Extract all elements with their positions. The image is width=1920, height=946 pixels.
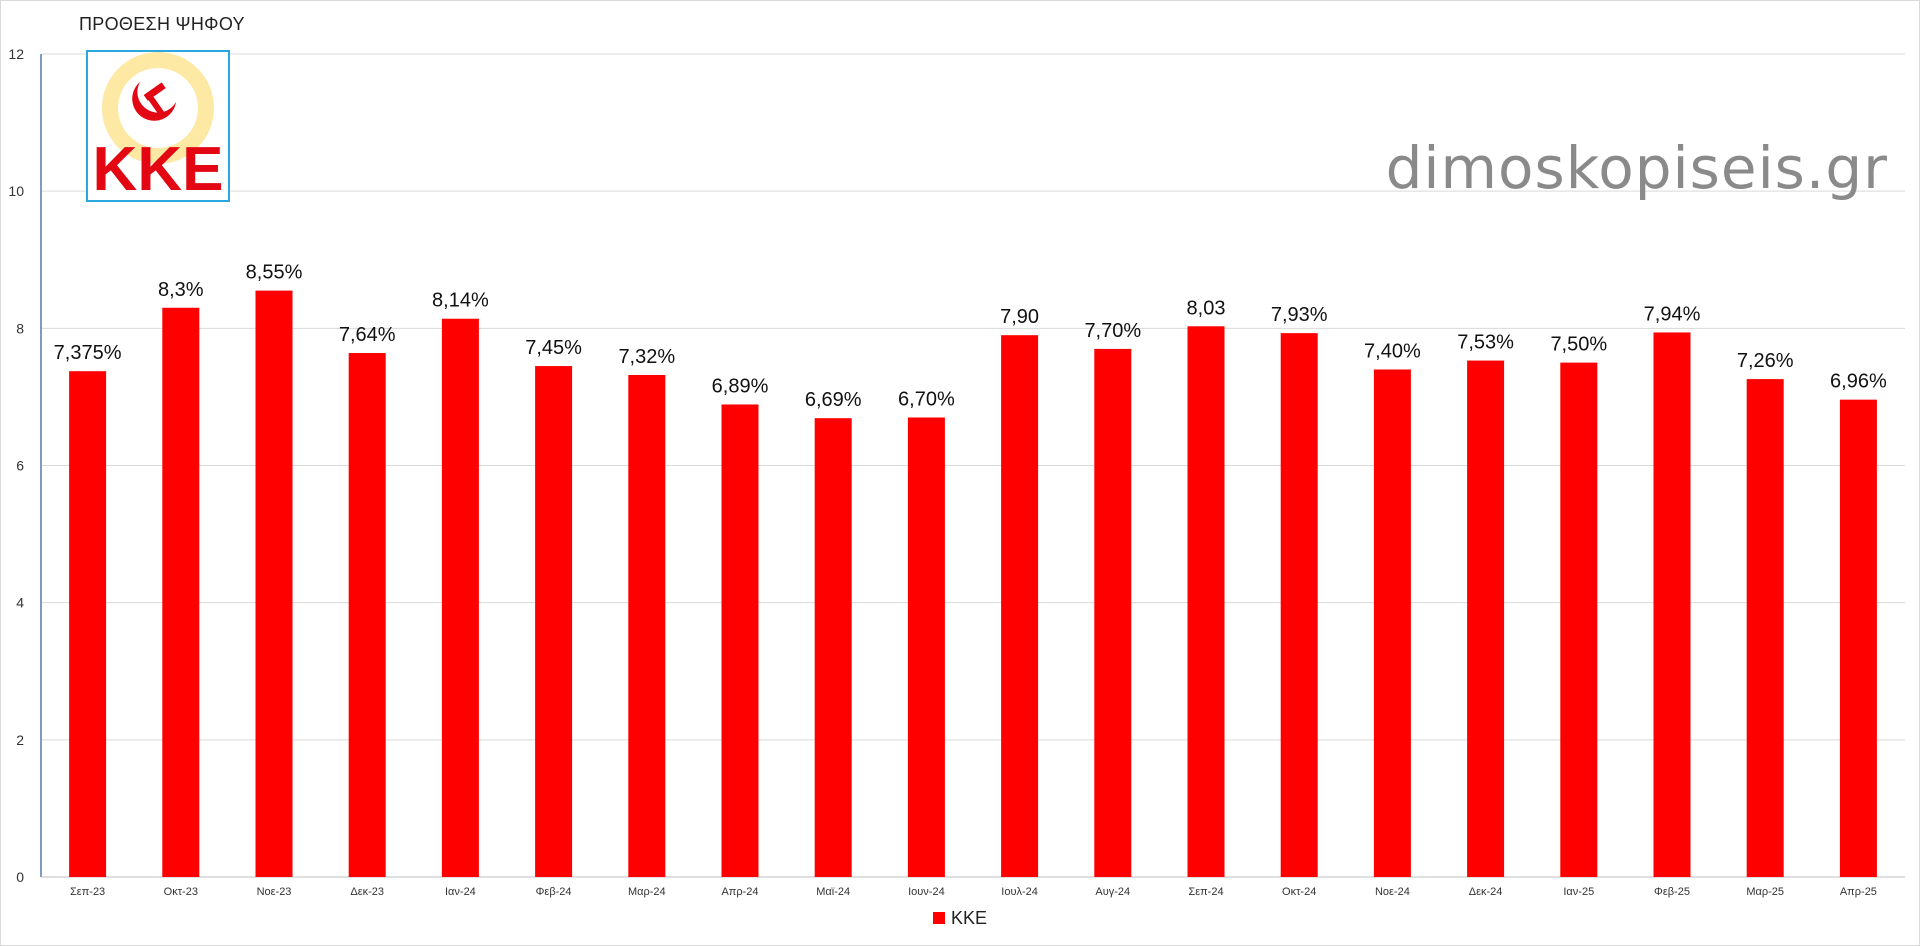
data-label: 6,89% xyxy=(712,375,769,397)
chart-title: ΠΡΟΘΕΣΗ ΨΗΦΟΥ xyxy=(79,14,245,34)
x-tick-label: Φεβ-24 xyxy=(536,886,572,898)
x-tick-label: Σεπ-23 xyxy=(70,886,105,898)
bar xyxy=(1653,332,1691,877)
bar xyxy=(348,353,386,878)
bar xyxy=(1839,399,1877,877)
y-tick-label: 10 xyxy=(8,183,24,199)
data-label: 8,14% xyxy=(432,290,489,312)
data-label: 7,64% xyxy=(339,324,396,346)
bar xyxy=(255,290,293,877)
data-label: 6,96% xyxy=(1830,371,1887,393)
x-tick-label: Σεπ-24 xyxy=(1188,886,1223,898)
x-tick-label: Μαρ-25 xyxy=(1746,886,1784,898)
x-tick-label: Νοε-24 xyxy=(1375,886,1410,898)
data-label: 7,50% xyxy=(1550,334,1607,356)
x-tick-label: Οκτ-23 xyxy=(164,886,198,898)
logo-text: KKE xyxy=(93,135,224,200)
x-tick-label: Δεκ-23 xyxy=(350,886,384,898)
x-tick-label: Οκτ-24 xyxy=(1282,886,1316,898)
x-tick-label: Αυγ-24 xyxy=(1095,886,1130,898)
bar xyxy=(907,417,945,877)
y-tick-label: 0 xyxy=(16,869,24,885)
x-tick-label: Απρ-24 xyxy=(721,886,758,898)
hammer-sickle-icon xyxy=(132,82,176,121)
legend-label: KKE xyxy=(950,908,988,928)
bar xyxy=(1001,335,1039,878)
bar xyxy=(1560,362,1598,877)
bar xyxy=(535,366,573,877)
bar xyxy=(69,371,107,877)
data-label: 7,70% xyxy=(1084,320,1141,342)
bar xyxy=(814,418,852,877)
legend: KKE xyxy=(0,908,1920,929)
bar xyxy=(162,307,200,878)
data-label: 8,03 xyxy=(1187,297,1226,319)
x-tick-label: Ιουλ-24 xyxy=(1001,886,1038,898)
data-label: 7,93% xyxy=(1271,304,1328,326)
data-label: 7,40% xyxy=(1364,340,1421,362)
y-tick-label: 2 xyxy=(16,732,24,748)
bar xyxy=(441,318,479,877)
x-tick-label: Νοε-23 xyxy=(257,886,292,898)
data-label: 7,53% xyxy=(1457,332,1514,354)
bar xyxy=(1187,326,1225,877)
x-tick-label: Απρ-25 xyxy=(1840,886,1877,898)
bar xyxy=(1746,379,1784,877)
x-tick-label: Μαϊ-24 xyxy=(816,886,850,898)
data-label: 6,69% xyxy=(805,389,862,411)
x-tick-label: Ιαν-25 xyxy=(1563,886,1594,898)
legend-swatch xyxy=(932,912,945,925)
bar xyxy=(1373,369,1411,877)
y-tick-label: 6 xyxy=(16,458,24,474)
x-tick-label: Ιουν-24 xyxy=(908,886,945,898)
kke-logo: KKE xyxy=(86,50,230,204)
data-label: 8,3% xyxy=(158,279,204,301)
x-tick-label: Φεβ-25 xyxy=(1654,886,1690,898)
data-label: 8,55% xyxy=(246,262,303,284)
data-label: 7,45% xyxy=(525,337,582,359)
data-label: 6,70% xyxy=(898,388,955,410)
data-label: 7,26% xyxy=(1737,350,1794,372)
bar xyxy=(721,404,759,877)
data-label: 7,94% xyxy=(1644,303,1701,325)
bar xyxy=(1467,360,1505,877)
data-label: 7,375% xyxy=(54,342,122,364)
watermark: dimoskopiseis.gr xyxy=(1385,134,1888,202)
x-tick-label: Ιαν-24 xyxy=(445,886,476,898)
data-label: 7,32% xyxy=(618,346,675,368)
x-tick-label: Δεκ-24 xyxy=(1469,886,1503,898)
bar xyxy=(628,374,666,877)
y-tick-label: 12 xyxy=(8,46,24,62)
y-tick-label: 8 xyxy=(16,320,24,336)
bar xyxy=(1280,333,1318,877)
x-tick-label: Μαρ-24 xyxy=(628,886,666,898)
data-label: 7,90 xyxy=(1000,306,1039,328)
bar xyxy=(1094,348,1132,877)
y-tick-label: 4 xyxy=(16,595,24,611)
